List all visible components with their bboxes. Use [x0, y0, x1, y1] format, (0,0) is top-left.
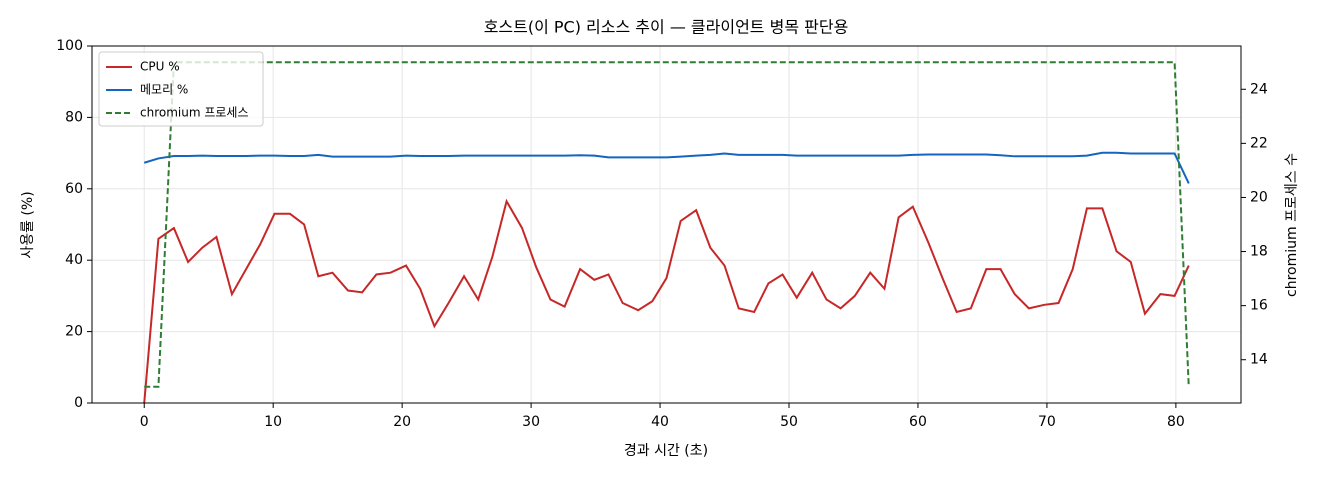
legend-label: chromium 프로세스 — [140, 106, 249, 120]
y2-tick-label: 16 — [1250, 298, 1268, 314]
y-tick-label: 0 — [74, 395, 83, 411]
x-tick-label: 10 — [264, 414, 282, 430]
chart-title: 호스트(이 PC) 리소스 추이 — 클라이언트 병목 판단용 — [484, 18, 849, 37]
x-tick-label: 80 — [1167, 414, 1185, 430]
y2-tick-label: 14 — [1250, 352, 1268, 368]
x-tick-label: 60 — [909, 414, 927, 430]
x-tick-label: 50 — [780, 414, 798, 430]
x-axis-label: 경과 시간 (초) — [624, 443, 708, 459]
y-tick-label: 80 — [65, 109, 83, 125]
y-tick-label: 60 — [65, 181, 83, 197]
plot-frame — [91, 45, 1242, 404]
x-tick-label: 70 — [1038, 414, 1056, 430]
series-line — [144, 61, 1190, 388]
y-tick-label: 40 — [65, 252, 83, 268]
x-tick-label: 20 — [393, 414, 411, 430]
y-tick-label: 20 — [65, 324, 83, 340]
y2-tick-label: 24 — [1250, 81, 1268, 97]
legend-label: 메모리 % — [140, 83, 188, 97]
x-tick-label: 30 — [522, 414, 540, 430]
x-tick-label: 0 — [140, 414, 149, 430]
legend-label: CPU % — [140, 60, 180, 74]
legend-box — [98, 51, 264, 127]
series-line — [143, 151, 1190, 184]
y-tick-label: 100 — [56, 38, 83, 54]
y2-axis-label: chromium 프로세스 수 — [1284, 153, 1300, 297]
y-axis-label: 사용률 (%) — [20, 191, 36, 258]
y2-tick-label: 18 — [1250, 244, 1268, 260]
y2-tick-label: 20 — [1250, 189, 1268, 205]
x-tick-label: 40 — [651, 414, 669, 430]
y2-tick-label: 22 — [1250, 135, 1268, 151]
series-line — [143, 198, 1190, 404]
